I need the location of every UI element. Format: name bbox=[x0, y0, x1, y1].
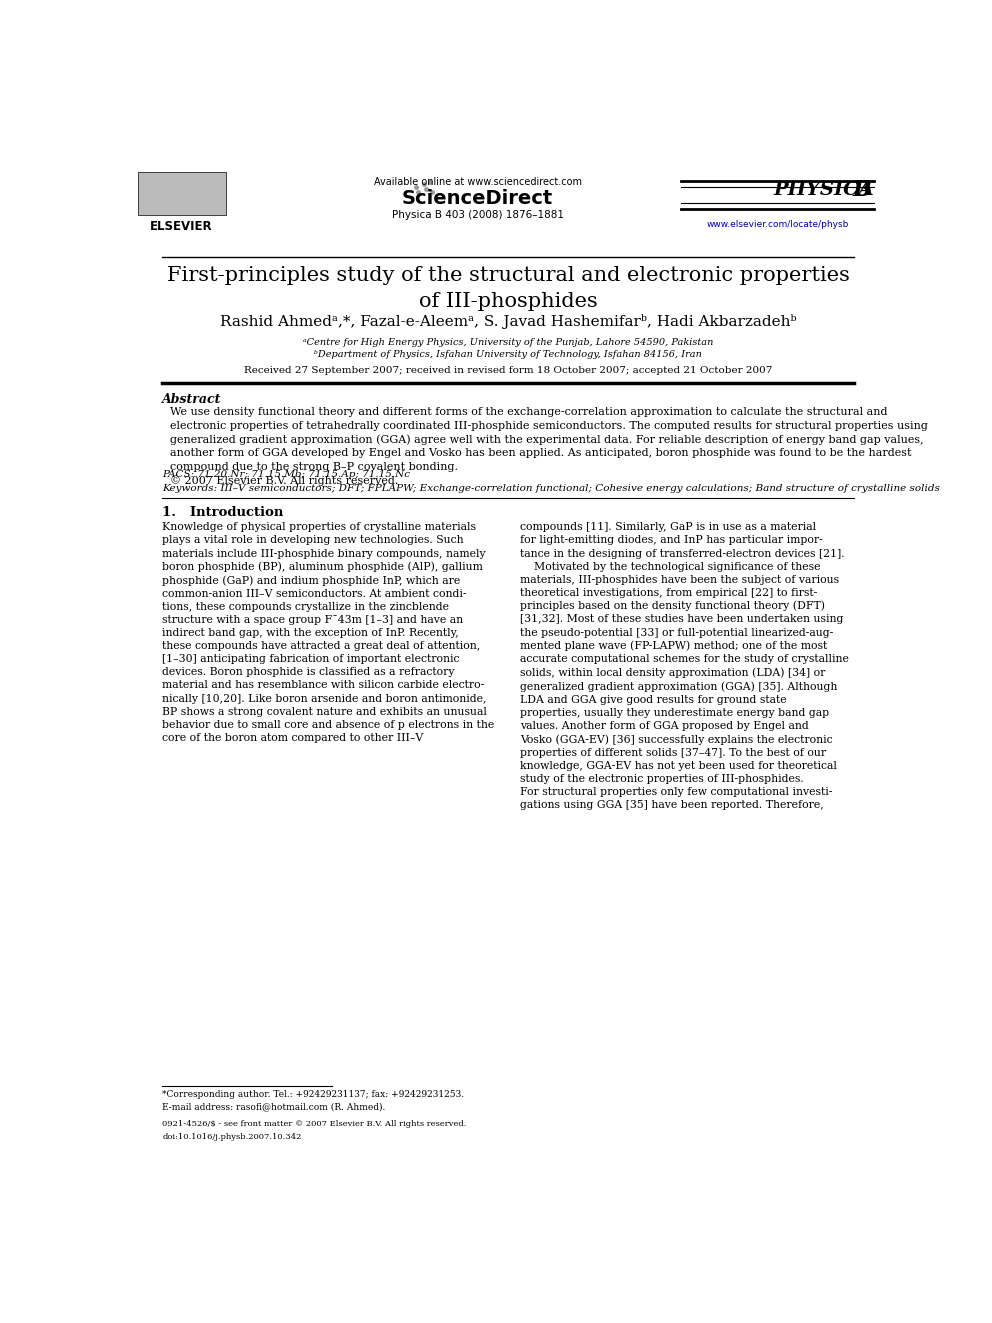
Text: ELSEVIER: ELSEVIER bbox=[151, 220, 213, 233]
Text: B: B bbox=[853, 179, 872, 201]
Text: Physica B 403 (2008) 1876–1881: Physica B 403 (2008) 1876–1881 bbox=[392, 209, 563, 220]
Text: ᵇDepartment of Physics, Isfahan University of Technology, Isfahan 84156, Iran: ᵇDepartment of Physics, Isfahan Universi… bbox=[314, 351, 702, 360]
Text: Keywords: III–V semiconductors; DFT; FPLAPW; Exchange-correlation functional; Co: Keywords: III–V semiconductors; DFT; FPL… bbox=[163, 484, 940, 492]
Text: doi:10.1016/j.physb.2007.10.342: doi:10.1016/j.physb.2007.10.342 bbox=[163, 1132, 302, 1140]
Text: compounds [11]. Similarly, GaP is in use as a material
for light-emitting diodes: compounds [11]. Similarly, GaP is in use… bbox=[520, 523, 849, 810]
Text: Rashid Ahmedᵃ,*, Fazal-e-Aleemᵃ, S. Javad Hashemifarᵇ, Hadi Akbarzadehᵇ: Rashid Ahmedᵃ,*, Fazal-e-Aleemᵃ, S. Java… bbox=[220, 314, 797, 328]
Text: PACS: 71.20.Nr; 71.15.Mb; 71.15.Ap; 71.15.Nc: PACS: 71.20.Nr; 71.15.Mb; 71.15.Ap; 71.1… bbox=[163, 471, 411, 479]
Text: ᵃCentre for High Energy Physics, University of the Punjab, Lahore 54590, Pakista: ᵃCentre for High Energy Physics, Univers… bbox=[304, 339, 713, 347]
Text: 1.   Introduction: 1. Introduction bbox=[163, 507, 284, 519]
Text: Received 27 September 2007; received in revised form 18 October 2007; accepted 2: Received 27 September 2007; received in … bbox=[244, 365, 773, 374]
Text: www.elsevier.com/locate/physb: www.elsevier.com/locate/physb bbox=[706, 220, 849, 229]
Text: Available online at www.sciencedirect.com: Available online at www.sciencedirect.co… bbox=[374, 177, 581, 187]
Text: We use density functional theory and different forms of the exchange-correlation: We use density functional theory and dif… bbox=[171, 407, 928, 486]
Text: First-principles study of the structural and electronic properties
of III-phosph: First-principles study of the structural… bbox=[167, 266, 850, 311]
FancyBboxPatch shape bbox=[138, 172, 226, 214]
Text: *Corresponding author. Tel.: +92429231137; fax: +92429231253.: *Corresponding author. Tel.: +9242923113… bbox=[163, 1090, 464, 1099]
Text: Knowledge of physical properties of crystalline materials
plays a vital role in : Knowledge of physical properties of crys… bbox=[163, 523, 495, 742]
Text: PHYSICA: PHYSICA bbox=[774, 181, 874, 200]
Text: E-mail address: rasofi@hotmail.com (R. Ahmed).: E-mail address: rasofi@hotmail.com (R. A… bbox=[163, 1102, 386, 1111]
Text: Abstract: Abstract bbox=[163, 393, 222, 406]
Text: ScienceDirect: ScienceDirect bbox=[402, 189, 554, 208]
Text: 0921-4526/$ - see front matter © 2007 Elsevier B.V. All rights reserved.: 0921-4526/$ - see front matter © 2007 El… bbox=[163, 1121, 467, 1129]
